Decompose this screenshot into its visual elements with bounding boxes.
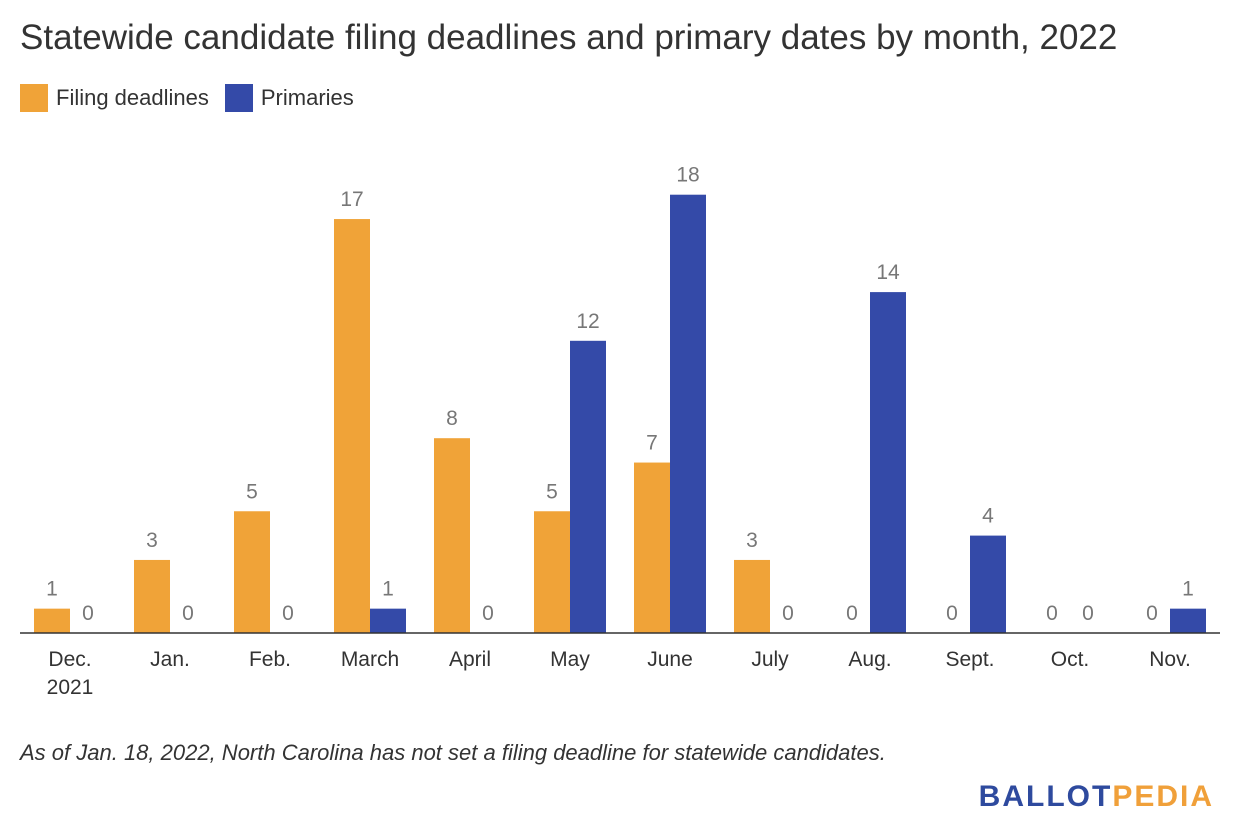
value-label-filing-deadlines-feb: 5 [246,480,258,503]
x-tick-label-march: March [341,648,399,671]
bar-filing-deadlines-may [534,511,570,633]
value-label-primaries-feb: 0 [282,602,294,625]
chart-title: Statewide candidate filing deadlines and… [20,18,1118,57]
footnote: As of Jan. 18, 2022, North Carolina has … [20,740,886,765]
bar-filing-deadlines-dec [34,608,70,633]
bar-filing-deadlines-jan [134,559,170,633]
value-label-filing-deadlines-may: 5 [546,480,558,503]
value-label-primaries-oct: 0 [1082,602,1094,625]
x-tick-label-jan: Jan. [150,648,190,671]
bar-primaries-march [370,608,406,633]
logo-text-ballot: BALLOT [978,780,1113,813]
value-label-primaries-jan: 0 [182,602,194,625]
value-label-primaries-sept: 4 [982,505,994,528]
value-label-filing-deadlines-sept: 0 [946,602,958,625]
value-label-filing-deadlines-aug: 0 [846,602,858,625]
x-tick-label-may: May [550,648,590,671]
value-label-filing-deadlines-june: 7 [646,432,658,455]
x-tick-label-feb: Feb. [249,648,291,671]
value-label-primaries-june: 18 [676,164,699,187]
bar-filing-deadlines-june [634,462,670,633]
bar-primaries-aug [870,292,906,633]
value-label-filing-deadlines-jan: 3 [146,529,158,552]
value-label-filing-deadlines-july: 3 [746,529,758,552]
bar-filing-deadlines-july [734,559,770,633]
x-tick-label-oct: Oct. [1051,648,1090,671]
x-tick-label-july: July [751,648,789,671]
bar-filing-deadlines-march [334,219,370,634]
legend-label-filing-deadlines: Filing deadlines [56,85,209,110]
legend-swatch-primaries [224,84,253,112]
ballotpedia-logo: BALLOTPEDIA [979,780,1214,814]
bar-primaries-june [670,194,706,633]
value-label-primaries-dec: 0 [82,602,94,625]
chart-legend: Filing deadlines Primaries [20,84,370,112]
value-label-filing-deadlines-oct: 0 [1046,602,1058,625]
value-label-primaries-july: 0 [782,602,794,625]
legend-swatch-filing-deadlines [20,84,48,112]
x-tick-label-nov: Nov. [1149,648,1191,671]
x-tick-label-sept: Sept. [945,648,994,671]
bar-filing-deadlines-feb [234,511,270,633]
value-label-filing-deadlines-march: 17 [340,188,363,211]
value-label-filing-deadlines-nov: 0 [1146,602,1158,625]
bar-primaries-nov [1170,608,1206,633]
logo-text-pedia: PEDIA [1112,780,1214,813]
value-label-primaries-aug: 14 [876,261,900,284]
value-label-primaries-may: 12 [576,310,599,333]
x-tick-label-april: April [449,648,491,671]
x-tick-label-june: June [647,648,693,671]
value-label-primaries-april: 0 [482,602,494,625]
value-label-filing-deadlines-april: 8 [446,407,458,430]
legend-item-filing-deadlines: Filing deadlines [20,84,209,112]
bar-primaries-sept [970,535,1006,633]
bar-primaries-may [570,340,606,633]
legend-item-primaries: Primaries [224,84,354,112]
legend-label-primaries: Primaries [260,85,354,110]
value-label-filing-deadlines-dec: 1 [46,578,58,601]
bar-filing-deadlines-april [434,438,470,633]
x-tick-label-aug: Aug. [848,648,891,671]
value-label-primaries-march: 1 [382,578,394,601]
x-tick-label-dec: Dec. 2021 [47,648,94,699]
value-label-primaries-nov: 1 [1182,578,1194,601]
